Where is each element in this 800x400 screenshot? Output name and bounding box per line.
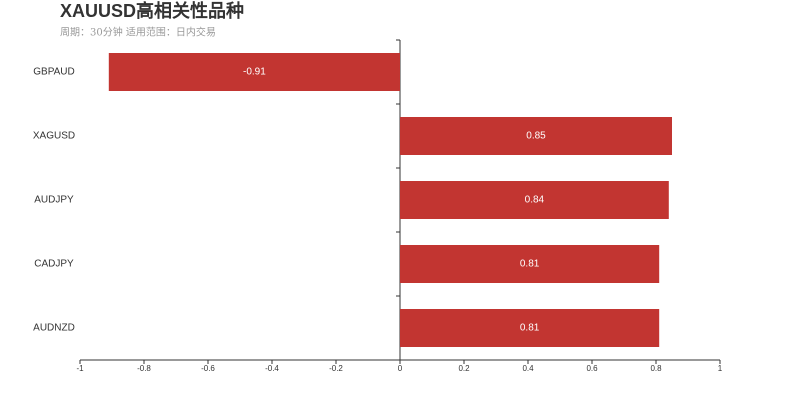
value-label: 0.85 [526, 131, 546, 142]
x-tick-label: -0.4 [265, 364, 279, 373]
bar [108, 53, 401, 91]
value-label: 0.84 [525, 195, 545, 206]
bar [400, 181, 669, 219]
x-tick-label: 0.8 [650, 364, 662, 373]
value-label: -0.91 [243, 67, 266, 78]
chart-title: XAUUSD高相关性品种 [60, 0, 244, 21]
y-tick-label: AUDJPY [34, 195, 74, 206]
bar [400, 245, 660, 283]
value-label: 0.81 [520, 323, 540, 334]
x-tick-label: -1 [76, 364, 84, 373]
x-tick-label: 0 [398, 364, 403, 373]
x-tick-label: 1 [718, 364, 723, 373]
y-tick-label: GBPAUD [33, 67, 75, 78]
x-tick-label: -0.2 [329, 364, 343, 373]
y-tick-label: AUDNZD [33, 323, 75, 334]
y-tick-label: XAGUSD [33, 131, 75, 142]
bar [400, 117, 672, 155]
value-label: 0.81 [520, 259, 540, 270]
x-tick-label: -0.8 [137, 364, 151, 373]
x-tick-label: -0.6 [201, 364, 215, 373]
y-tick-label: CADJPY [34, 259, 74, 270]
bar [400, 309, 660, 347]
x-tick-label: 0.4 [522, 364, 534, 373]
chart-subtitle: 周期：30分钟 适用范围：日内交易 [60, 26, 216, 39]
x-tick-label: 0.6 [586, 364, 598, 373]
x-tick-label: 0.2 [458, 364, 470, 373]
